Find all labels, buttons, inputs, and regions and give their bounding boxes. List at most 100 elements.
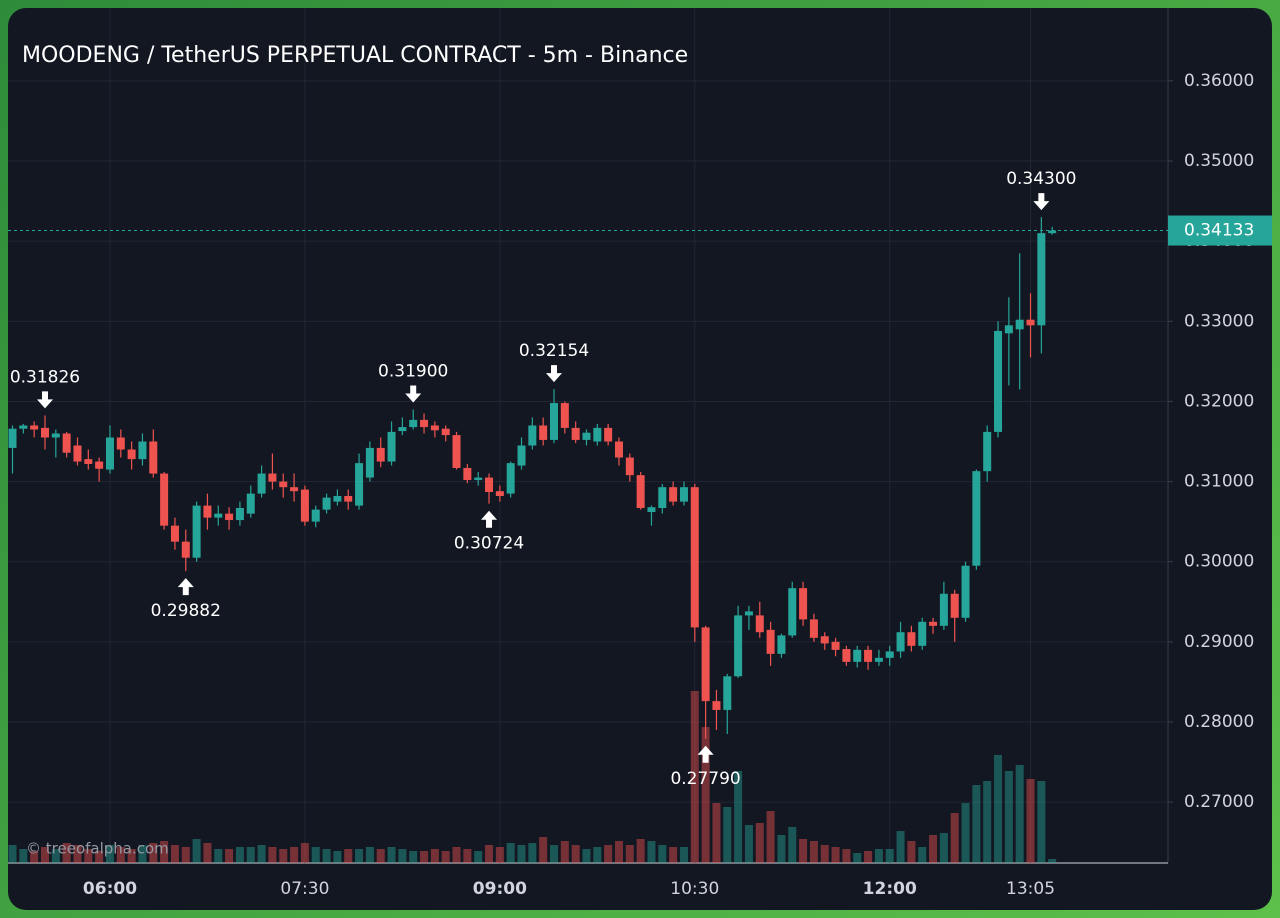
volume-bar xyxy=(73,845,82,863)
volume-bar xyxy=(669,847,678,863)
candle-body xyxy=(495,491,504,496)
candle-body xyxy=(560,403,569,428)
volume-bar xyxy=(225,849,234,863)
volume-bar xyxy=(625,845,634,863)
volume-bar xyxy=(127,849,136,863)
volume-bar xyxy=(658,845,667,863)
candle-body xyxy=(398,427,407,432)
volume-bar xyxy=(355,849,364,863)
volume-bar xyxy=(1015,765,1024,863)
candle-body xyxy=(907,632,916,646)
axis-layer: 0.27000 0.28000 0.29000 0.30000 0.31000 0.320… xyxy=(83,71,1272,899)
chart-panel: 0.31826 0.29882 0.31900 0.30724 0.32154 0.277… xyxy=(8,8,1272,910)
candle-body xyxy=(409,419,418,428)
candle-body xyxy=(842,649,851,662)
volume-bar xyxy=(701,727,710,863)
volume-bar xyxy=(831,847,840,863)
candle-layer xyxy=(8,217,1057,739)
candle-body xyxy=(896,632,905,652)
volume-bar xyxy=(257,845,266,863)
volume-bar xyxy=(690,691,699,863)
candle-body xyxy=(571,427,580,440)
candle-body xyxy=(214,513,223,518)
volume-bar xyxy=(300,843,309,863)
volume-bar xyxy=(149,843,158,863)
candle-body xyxy=(528,425,537,446)
volume-bar xyxy=(766,811,775,863)
arrow-down xyxy=(1033,193,1050,211)
candle-body xyxy=(84,459,93,464)
volume-bar xyxy=(452,847,461,863)
candle-body xyxy=(734,615,743,677)
candle-body xyxy=(625,457,634,476)
arrow-up xyxy=(177,578,194,596)
candle-body xyxy=(149,441,158,474)
chart-title: MOODENG / TetherUS PERPETUAL CONTRACT - … xyxy=(22,43,688,68)
volume-bar xyxy=(8,845,17,863)
volume-bar xyxy=(820,845,829,863)
volume-bar xyxy=(235,847,244,863)
volume-bar xyxy=(1026,779,1035,863)
volume-bar xyxy=(420,851,429,863)
volume-bar xyxy=(679,847,688,863)
volume-bar xyxy=(864,851,873,863)
volume-bar xyxy=(550,845,558,863)
candle-body xyxy=(322,497,331,510)
candle-body xyxy=(864,649,873,662)
candle-body xyxy=(723,676,732,710)
annotation-label: 0.34300 xyxy=(1006,169,1076,189)
volume-bar xyxy=(95,851,104,863)
candle-body xyxy=(820,636,829,644)
candle-body xyxy=(333,495,342,502)
candle-body xyxy=(225,513,234,521)
annotation-label: 0.30724 xyxy=(454,534,524,554)
candle-body xyxy=(918,621,927,646)
candle-body xyxy=(116,437,125,450)
volume-bar xyxy=(961,803,970,863)
candle-body xyxy=(62,433,71,453)
candle-body xyxy=(1004,325,1013,334)
volume-bar xyxy=(30,851,39,863)
candle-body xyxy=(539,425,548,440)
candle-body xyxy=(127,449,136,460)
candle-body xyxy=(279,481,288,488)
arrow-down xyxy=(36,391,53,409)
volume-bar xyxy=(51,849,60,863)
volume-bar xyxy=(636,839,645,863)
candle-body xyxy=(604,427,613,442)
volume-bar xyxy=(604,845,613,863)
candle-body xyxy=(95,461,104,469)
volume-bar xyxy=(809,841,818,863)
candle-body xyxy=(809,619,818,638)
chart: 0.31826 0.29882 0.31900 0.30724 0.32154 0.277… xyxy=(8,8,1272,899)
volume-bar xyxy=(160,841,169,863)
volume-bar xyxy=(290,847,299,863)
volume-bar xyxy=(203,843,212,863)
volume-bar xyxy=(441,851,450,863)
candle-body xyxy=(669,487,678,502)
y-tick-label: 0.35000 xyxy=(1184,151,1254,171)
candle-body xyxy=(506,463,515,494)
candle-body xyxy=(19,425,28,429)
candle-body xyxy=(994,330,1003,432)
candle-body xyxy=(170,525,179,542)
candle-body xyxy=(799,588,808,620)
candle-body xyxy=(831,641,840,650)
candle-body xyxy=(365,447,374,478)
volume-bar xyxy=(734,771,743,863)
volume-bar xyxy=(885,849,894,863)
volume-bar xyxy=(485,845,494,863)
candle-body xyxy=(658,487,667,509)
candle-body xyxy=(550,403,558,440)
volume-bar xyxy=(322,849,331,863)
annotation-label: 0.31900 xyxy=(378,361,448,381)
volume-bar xyxy=(214,849,223,863)
volume-bar xyxy=(333,851,342,863)
volume-bar xyxy=(40,847,49,863)
volume-bar xyxy=(1037,781,1046,863)
volume-bar xyxy=(409,851,418,863)
candle-body xyxy=(777,635,786,654)
candle-body xyxy=(582,432,591,440)
candle-body xyxy=(8,428,17,448)
volume-bar xyxy=(181,847,190,863)
